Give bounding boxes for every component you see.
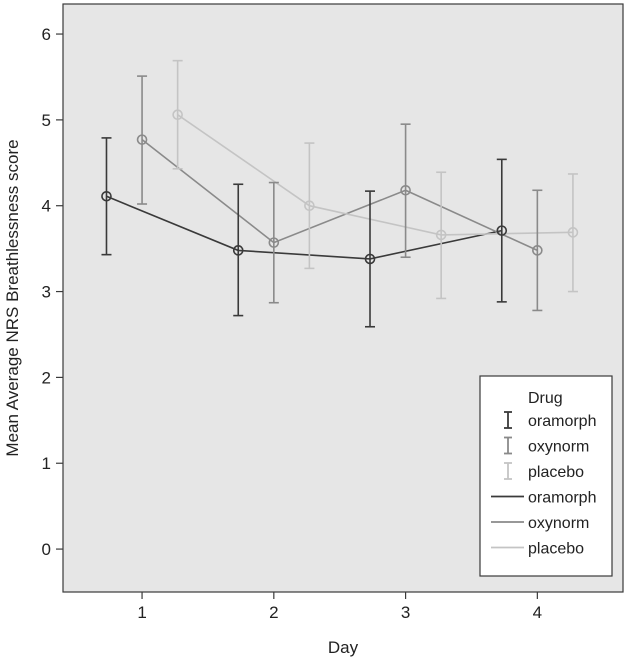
legend: Drug oramorph oxynorm placebo oramorph oxyno… bbox=[479, 375, 613, 577]
x-axis: 1 2 3 4 bbox=[137, 592, 542, 622]
y-tick-label-3: 3 bbox=[42, 283, 51, 302]
point-oxynorm-2 bbox=[400, 184, 411, 196]
point-placebo-0 bbox=[172, 109, 183, 121]
x-tick-label-0: 1 bbox=[137, 603, 146, 622]
y-tick-label-4: 4 bbox=[42, 197, 51, 216]
y-tick-label-6: 6 bbox=[42, 25, 51, 44]
series-line-placebo bbox=[177, 114, 573, 236]
x-axis-title: Day bbox=[328, 638, 359, 657]
point-oramorph-3 bbox=[496, 225, 508, 236]
legend-box bbox=[479, 375, 613, 577]
legend-label-line-oxynorm: oxynorm bbox=[528, 515, 589, 532]
series-lines bbox=[106, 114, 573, 260]
point-oxynorm-1 bbox=[268, 237, 280, 248]
y-tick-label-2: 2 bbox=[42, 368, 51, 387]
data-points bbox=[101, 109, 579, 265]
x-tick-label-3: 4 bbox=[533, 603, 542, 622]
point-oramorph-2 bbox=[364, 253, 376, 265]
y-axis: 0 1 2 3 4 5 6 bbox=[42, 25, 63, 559]
y-axis-title: Mean Average NRS Breathlessness score bbox=[3, 139, 22, 456]
point-oxynorm-0 bbox=[136, 134, 148, 145]
point-placebo-2 bbox=[435, 229, 447, 241]
point-placebo-3 bbox=[567, 227, 579, 238]
y-tick-label-1: 1 bbox=[42, 454, 51, 473]
point-placebo-1 bbox=[304, 200, 315, 212]
point-oramorph-0 bbox=[101, 190, 112, 202]
legend-label-errorbar-placebo: placebo bbox=[528, 464, 584, 481]
x-tick-label-1: 2 bbox=[269, 603, 278, 622]
error-bars bbox=[101, 59, 578, 328]
legend-label-errorbar-oxynorm: oxynorm bbox=[528, 439, 589, 456]
series-line-oramorph bbox=[106, 195, 502, 260]
legend-label-errorbar-oramorph: oramorph bbox=[528, 413, 596, 430]
point-oramorph-1 bbox=[232, 245, 244, 256]
point-oxynorm-3 bbox=[532, 245, 543, 256]
y-tick-label-0: 0 bbox=[42, 540, 51, 559]
y-tick-label-5: 5 bbox=[42, 111, 51, 130]
legend-label-line-placebo: placebo bbox=[528, 541, 584, 558]
legend-title: Drug bbox=[528, 390, 563, 407]
legend-label-line-oramorph: oramorph bbox=[528, 490, 596, 507]
series-line-oxynorm bbox=[141, 138, 538, 252]
x-tick-label-2: 3 bbox=[401, 603, 410, 622]
